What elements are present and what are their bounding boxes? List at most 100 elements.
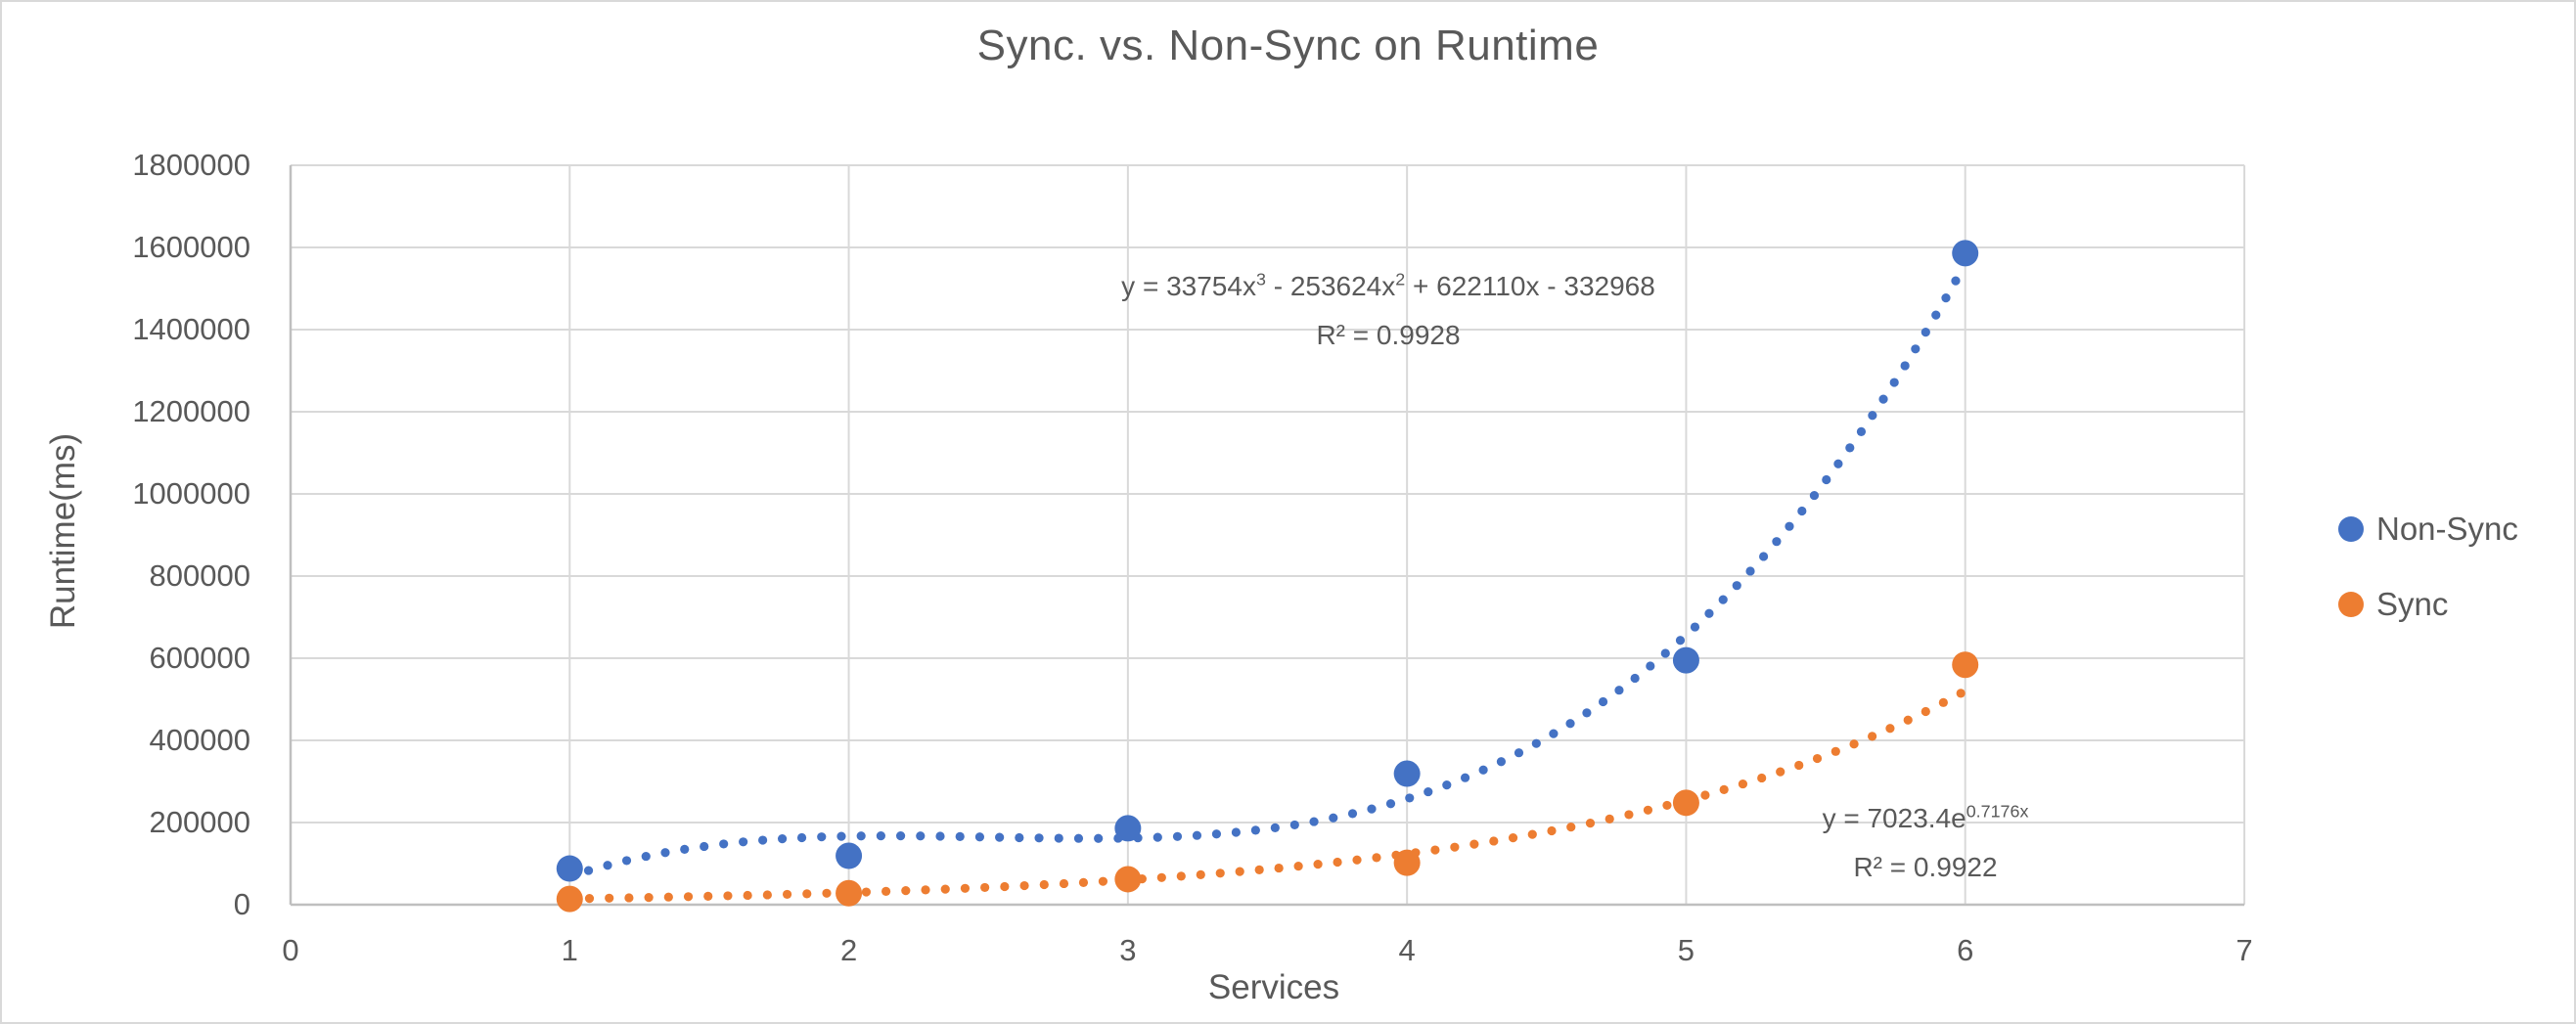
trendline-dot-sync [1196, 869, 1205, 879]
trendline-dot-non-sync [1442, 780, 1452, 790]
trendline-dot-non-sync [1460, 773, 1470, 782]
trendline-dot-sync [1885, 724, 1895, 734]
trendline-dot-sync [921, 885, 930, 895]
trendline-dot-non-sync [1690, 622, 1700, 632]
trendline-dot-sync [802, 889, 812, 899]
trendline-dot-non-sync [1772, 537, 1782, 547]
trendline-dot-non-sync [621, 856, 632, 866]
trendline-dot-non-sync [1718, 595, 1728, 604]
trendline-dot-non-sync [895, 831, 906, 841]
trendline-dot-non-sync [1424, 786, 1433, 797]
x-tick-label: 3 [1119, 933, 1137, 967]
trendline-dot-sync [1019, 880, 1029, 891]
trendline-dot-sync [1469, 839, 1479, 849]
y-tick-label: 200000 [149, 805, 250, 839]
trendline-dot-non-sync [1833, 459, 1843, 468]
trendline-dot-non-sync [1385, 799, 1396, 809]
r-squared-text-sync: R² = 0.9922 [1853, 852, 1998, 882]
trendline-dot-sync [762, 890, 772, 900]
trendline-dot-sync [1794, 760, 1804, 771]
trendline-dot-sync [1547, 825, 1557, 836]
x-tick-label: 1 [561, 933, 578, 967]
trendline-dot-sync [1738, 779, 1748, 789]
trendline-dot-non-sync [1514, 748, 1524, 758]
trendline-dot-non-sync [1565, 719, 1575, 729]
trendline-dot-non-sync [817, 832, 827, 842]
trendline-dot-sync [1757, 773, 1767, 783]
r-squared-text-nonsync: R² = 0.9928 [1316, 320, 1461, 350]
trendline-dot-non-sync [1797, 506, 1807, 516]
trendline-dot-non-sync [1900, 361, 1910, 371]
data-point-sync [1393, 849, 1421, 876]
trendline-dot-sync [1039, 879, 1049, 890]
trendline-dot-sync [1293, 862, 1303, 871]
trendline-dot-non-sync [1704, 608, 1714, 618]
trendline-dot-non-sync [1931, 310, 1941, 320]
trendline-dot-sync [624, 893, 634, 903]
trendline-dot-sync [881, 886, 891, 896]
trendline-dot-non-sync [603, 861, 612, 870]
trendline-dot-sync [1830, 746, 1840, 756]
trendline-dot-non-sync [1347, 809, 1358, 819]
trendline-dot-non-sync [1270, 823, 1280, 832]
equation-part: + 622110x - 332968 [1405, 271, 1655, 301]
trendline-dot-non-sync [719, 839, 729, 849]
trendline-dot-non-sync [1250, 825, 1260, 835]
trendline-dot-non-sync [1496, 757, 1507, 767]
trendline-dot-sync [1776, 767, 1785, 777]
trendline-dot-sync [703, 891, 713, 901]
equation-part: y = 33754x [1121, 271, 1256, 301]
trendline-dot-non-sync [1034, 833, 1044, 843]
trendline-dot-sync [1719, 784, 1729, 795]
trendline-dot-non-sync [1660, 648, 1670, 658]
trendline-dot-sync [1098, 876, 1108, 886]
trendline-dot-sync [782, 889, 792, 900]
x-tick-label: 7 [2236, 933, 2253, 967]
legend-item-nonsync: Non-Sync [2338, 511, 2518, 548]
trendline-dot-non-sync [1478, 765, 1488, 775]
trendline-dot-sync [1254, 865, 1264, 874]
trendline-dot-sync [1921, 706, 1930, 717]
trendline-dot-non-sync [700, 841, 709, 852]
trendline-dot-non-sync [1951, 276, 1961, 286]
trendline-dot-non-sync [1732, 581, 1741, 591]
data-point-non-sync [1114, 815, 1142, 842]
y-tick-label: 800000 [149, 558, 250, 593]
trendline-dot-non-sync [1785, 521, 1794, 531]
trendline-dot-non-sync [1073, 833, 1084, 843]
data-point-sync [836, 879, 863, 907]
equation-text-nonsync: y = 33754x3 - 253624x2 + 622110x - 33296… [1121, 262, 1655, 311]
trendline-dot-non-sync [1231, 827, 1242, 837]
trendline-dot-non-sync [1192, 830, 1202, 840]
trendline-dot-non-sync [974, 832, 985, 842]
trendline-dot-sync [1372, 853, 1381, 863]
trendline-dot-non-sync [1889, 378, 1899, 387]
trendline-dot-sync [1430, 845, 1440, 855]
trendline-dot-sync [960, 883, 971, 893]
trendline-dot-non-sync [796, 832, 807, 843]
trendline-dot-non-sync [1054, 833, 1063, 843]
trendline-dot-non-sync [1675, 636, 1686, 646]
trendline-dot-sync [822, 888, 832, 898]
chart-title: Sync. vs. Non-Sync on Runtime [976, 22, 1600, 69]
trendline-dot-sync [1078, 877, 1089, 887]
trendline-dot-non-sync [955, 831, 965, 841]
trendline-dot-non-sync [1745, 566, 1755, 576]
trendline-dot-non-sync [583, 866, 594, 875]
trendline-dot-non-sync [660, 848, 670, 858]
trendline-dot-sync [1700, 790, 1710, 800]
trendline-dot-sync [1215, 868, 1225, 878]
trendline-dot-sync [1527, 829, 1537, 839]
legend-label-sync: Sync [2376, 586, 2449, 622]
trendline-dot-sync [980, 882, 990, 893]
trendline-dot-non-sync [1921, 328, 1930, 337]
trendline-dot-non-sync [1809, 490, 1820, 501]
trendline-dot-sync [861, 887, 872, 897]
trendline-dot-non-sync [758, 835, 768, 845]
trendline-dot-non-sync [1549, 729, 1559, 738]
trendline-dot-non-sync [1845, 443, 1855, 453]
trendline-dot-sync [1812, 753, 1823, 764]
trendline-dot-non-sync [1911, 344, 1921, 354]
trendline-dot-sync [1662, 800, 1672, 811]
trendline-dot-sync [605, 893, 614, 903]
